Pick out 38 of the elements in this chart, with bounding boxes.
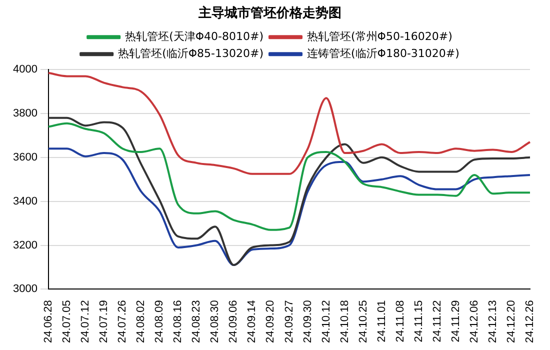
x-tick-label: 24.06.28 [42,300,54,344]
x-tick-label: 24.11.08 [394,300,406,342]
x-tick-label: 24.10.18 [338,300,351,344]
legend-label: 连铸管坯(临沂Φ180-31020#) [307,46,460,60]
legend-label: 热轧管坯(临沂Φ85-13020#) [118,46,264,60]
chart-title: 主导城市管坯价格走势图 [198,5,342,22]
legend-label: 热轧管坯(常州Φ50-16020#) [307,30,452,43]
y-tick-label: 3000 [12,283,38,296]
x-tick-label: 24.08.02 [135,300,148,344]
x-tick-label: 24.11.01 [376,300,388,342]
x-tick-label: 24.12.20 [506,300,518,344]
x-tick-label: 24.09.27 [283,300,296,344]
y-tick-label: 3600 [12,151,38,164]
y-tick-label: 4000 [12,64,38,76]
x-tick-label: 24.10.12 [320,300,332,344]
x-tick-label: 24.11.15 [412,300,425,342]
x-tick-label: 24.11.29 [450,300,462,342]
x-tick-label: 24.08.30 [209,300,222,344]
x-tick-label: 24.08.16 [172,300,184,344]
x-tick-label: 24.12.26 [524,300,536,344]
x-tick-label: 24.09.20 [264,300,277,344]
x-tick-label: 24.07.12 [80,300,92,344]
y-tick-label: 3200 [12,239,38,252]
x-tick-label: 24.07.05 [61,300,74,344]
x-tick-label: 24.12.06 [468,300,480,344]
x-tick-label: 24.08.23 [190,300,203,344]
x-tick-label: 24.10.25 [357,300,370,344]
x-tick-label: 24.09.14 [246,300,258,344]
x-tick-label: 24.12.13 [486,300,499,344]
x-tick-label: 24.09.30 [302,300,314,344]
x-tick-label: 24.07.19 [98,300,110,344]
x-tick-label: 24.08.09 [154,300,166,344]
y-tick-label: 3800 [12,108,38,120]
legend-label: 热轧管坯(天津Φ40-8010#) [125,30,264,43]
x-tick-label: 24.09.06 [228,300,240,344]
x-tick-label: 24.11.22 [431,300,444,342]
y-tick-label: 3400 [12,195,38,208]
x-tick-label: 24.07.26 [116,300,129,344]
